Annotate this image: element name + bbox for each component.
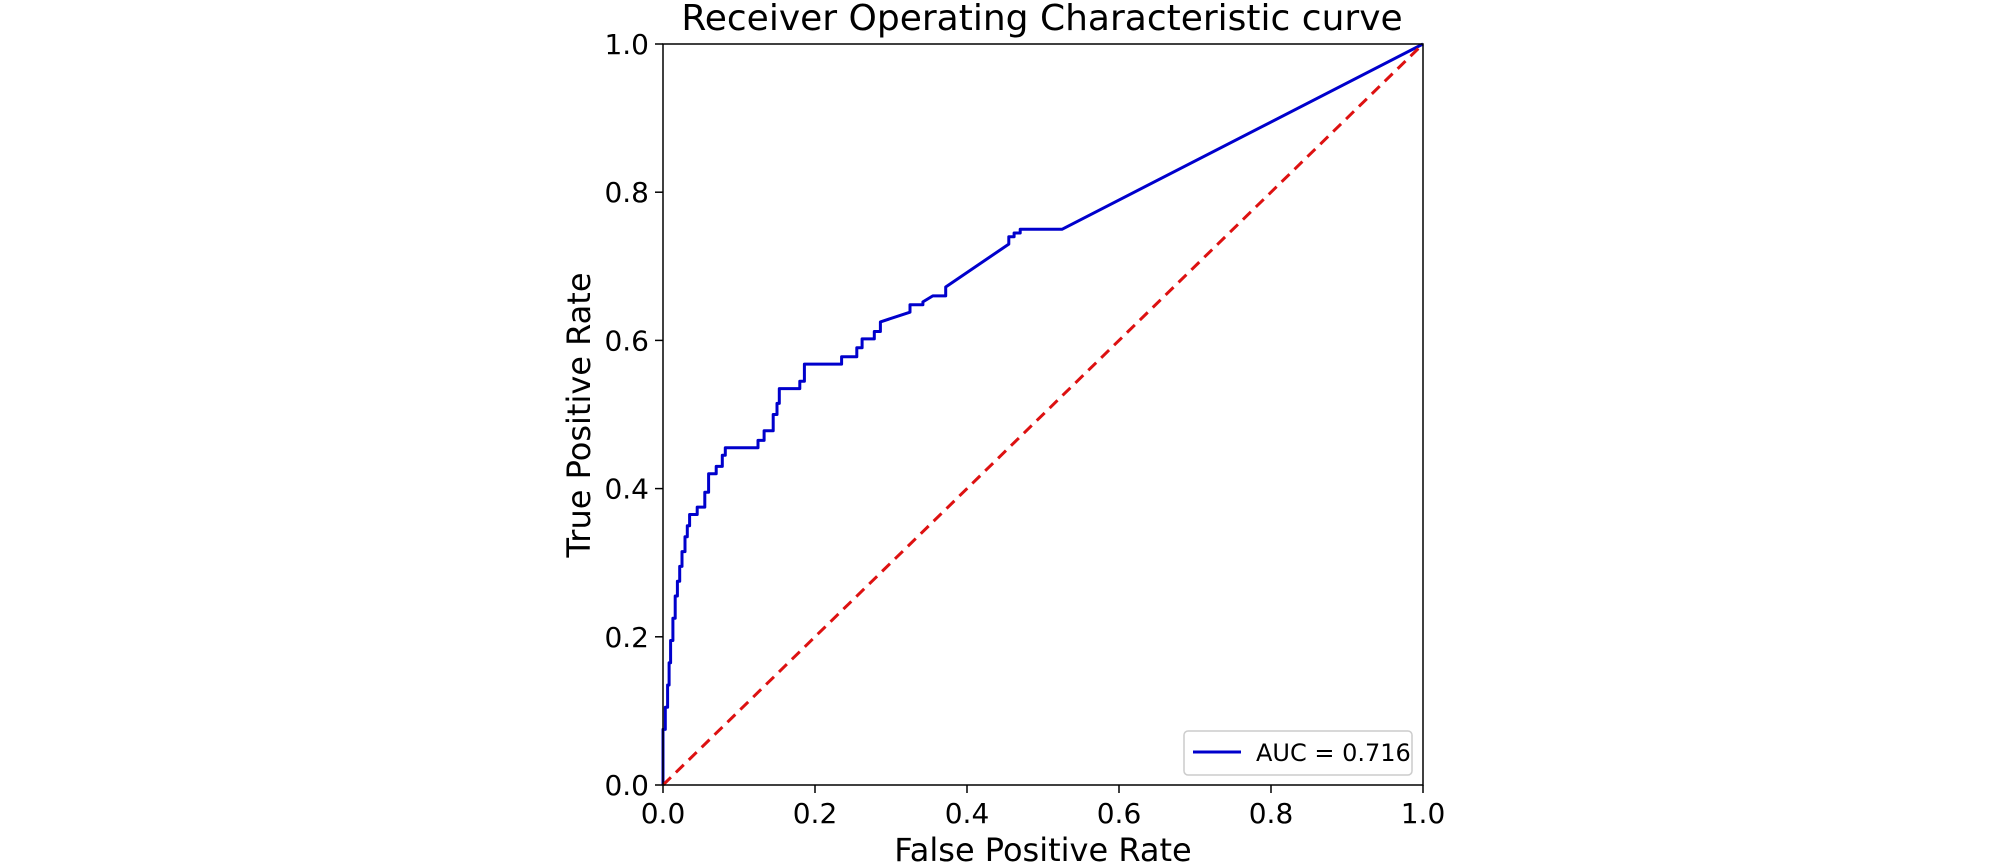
x-tick-label: 0.8 <box>1249 797 1294 830</box>
legend-box <box>1183 730 1413 776</box>
x-tick-label: 1.0 <box>1401 797 1446 830</box>
series-chance-line <box>661 42 1425 787</box>
x-axis: 0.0 0.2 0.4 0.6 0.8 1.0 <box>641 785 1446 830</box>
y-tick-label: 0.8 <box>604 176 649 209</box>
chart-title: Receiver Operating Characteristic curve <box>681 0 1402 39</box>
y-tick-label: 1.0 <box>604 28 649 61</box>
y-axis-label: True Positive Rate <box>560 272 598 558</box>
x-tick-label: 0.4 <box>945 797 990 830</box>
plot-frame <box>662 43 1424 786</box>
series-layer <box>661 42 1425 787</box>
y-tick-label: 0.6 <box>604 324 649 357</box>
x-tick-label: 0.6 <box>1097 797 1142 830</box>
y-axis: 0.0 0.2 0.4 0.6 0.8 1.0 <box>604 28 663 802</box>
legend: AUC = 0.716 <box>1183 730 1413 776</box>
y-tick-label: 0.4 <box>604 473 649 506</box>
x-axis-label: False Positive Rate <box>894 831 1191 864</box>
legend-label-auc: AUC = 0.716 <box>1256 739 1411 767</box>
y-tick-label: 0.2 <box>604 621 649 654</box>
x-tick-label: 0.2 <box>793 797 838 830</box>
series-roc-curve <box>661 42 1424 785</box>
x-tick-label: 0.0 <box>641 797 686 830</box>
y-tick-label: 0.0 <box>604 769 649 802</box>
